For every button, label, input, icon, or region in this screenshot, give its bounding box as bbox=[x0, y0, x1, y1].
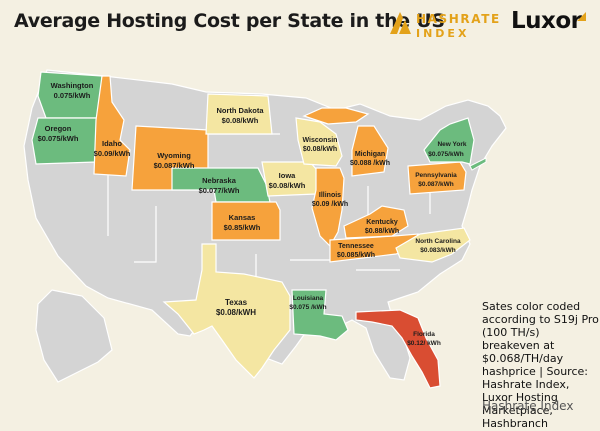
label-MI-value: $0.088 /kWh bbox=[350, 160, 390, 167]
label-ND-name: North Dakota bbox=[216, 106, 264, 115]
luxor-logo-text: Luxor bbox=[511, 8, 582, 34]
state-PA[interactable] bbox=[407, 161, 467, 195]
label-LA-value: $0.075 /kWh bbox=[289, 304, 326, 311]
state-TX[interactable] bbox=[162, 243, 291, 379]
label-OR-name: Oregon bbox=[45, 124, 72, 133]
map-title: Average Hosting Cost per State in the US bbox=[14, 10, 445, 32]
state-labels: Washington 0.075/kWh Oregon $0.075/kWh I… bbox=[38, 81, 467, 347]
label-WY-name: Wyoming bbox=[157, 151, 191, 160]
label-ND-value: $0.08/kWh bbox=[222, 116, 259, 125]
luxor-logo: Luxor bbox=[511, 8, 586, 34]
luxor-triangle-icon bbox=[577, 12, 586, 21]
state-KY[interactable] bbox=[343, 205, 409, 239]
label-ID-value: $0.09/kWh bbox=[94, 149, 131, 158]
label-LA-name: Louisiana bbox=[293, 295, 324, 302]
watermark: Hashrate Index bbox=[482, 399, 574, 413]
label-ID-name: Idaho bbox=[102, 139, 122, 148]
label-IA-value: $0.08/kWh bbox=[269, 181, 306, 190]
source-note: Sates color coded according to S19j Pro … bbox=[482, 300, 599, 430]
state-IL[interactable] bbox=[311, 167, 345, 247]
label-WA-value: 0.075/kWh bbox=[54, 91, 91, 100]
label-TN-name: Tennessee bbox=[338, 243, 374, 250]
label-IL-value: $0.09 /kWh bbox=[312, 201, 348, 208]
label-NE-name: Nebraska bbox=[202, 176, 237, 185]
label-NY-value: $0.075/kWh bbox=[428, 151, 463, 158]
label-PA-value: $0.087/kWh bbox=[418, 181, 453, 188]
label-IL-name: Illinois bbox=[319, 192, 341, 199]
state-WI[interactable] bbox=[295, 117, 343, 167]
label-KS-value: $0.85/kWh bbox=[224, 223, 261, 232]
label-WI-name: Wisconsin bbox=[303, 137, 338, 144]
label-WA-name: Washington bbox=[51, 81, 94, 90]
label-WY-value: $0.087/kWh bbox=[154, 161, 195, 170]
label-PA-name: Pennsylvania bbox=[415, 172, 457, 179]
state-NY[interactable] bbox=[423, 117, 475, 165]
label-KY-name: Kentucky bbox=[366, 219, 398, 226]
label-FL-name: Florida bbox=[413, 331, 435, 338]
label-NY-name: New York bbox=[437, 141, 466, 148]
state-LA[interactable] bbox=[291, 289, 349, 341]
index-logo-text: INDEX bbox=[416, 27, 470, 40]
label-NC-value: $0.083/kWh bbox=[420, 247, 455, 254]
label-NE-value: $0.077/kWh bbox=[199, 186, 240, 195]
label-FL-value: $0.12/ kWh bbox=[407, 340, 441, 347]
state-ND[interactable] bbox=[205, 93, 273, 135]
label-WI-value: $0.08/kWh bbox=[303, 146, 337, 153]
state-MI[interactable] bbox=[351, 125, 389, 177]
label-KY-value: $0.88/kWh bbox=[365, 228, 399, 235]
hashrate-index-logo: HASHRATE INDEX bbox=[388, 8, 499, 44]
state-FL[interactable] bbox=[355, 309, 441, 389]
state-NC[interactable] bbox=[395, 227, 471, 263]
hashrate-logo-text: HASHRATE bbox=[416, 12, 501, 26]
label-TN-value: $0.085/kWh bbox=[337, 252, 375, 259]
label-MI-name: Michigan bbox=[355, 151, 385, 158]
hashrate-index-mark-icon bbox=[390, 12, 411, 34]
state-KS[interactable] bbox=[211, 201, 281, 241]
label-IA-name: Iowa bbox=[279, 171, 296, 180]
label-TX-value: $0.08/kWH bbox=[216, 308, 256, 317]
label-NC-name: North Carolina bbox=[415, 238, 461, 245]
label-KS-name: Kansas bbox=[229, 213, 256, 222]
label-TX-name: Texas bbox=[225, 298, 248, 307]
state-NY-longisland[interactable] bbox=[469, 157, 487, 171]
state-OR[interactable] bbox=[31, 117, 99, 165]
state-MI-upper[interactable] bbox=[302, 107, 370, 125]
state-ID[interactable] bbox=[93, 75, 131, 177]
label-OR-value: $0.075/kWh bbox=[38, 134, 79, 143]
